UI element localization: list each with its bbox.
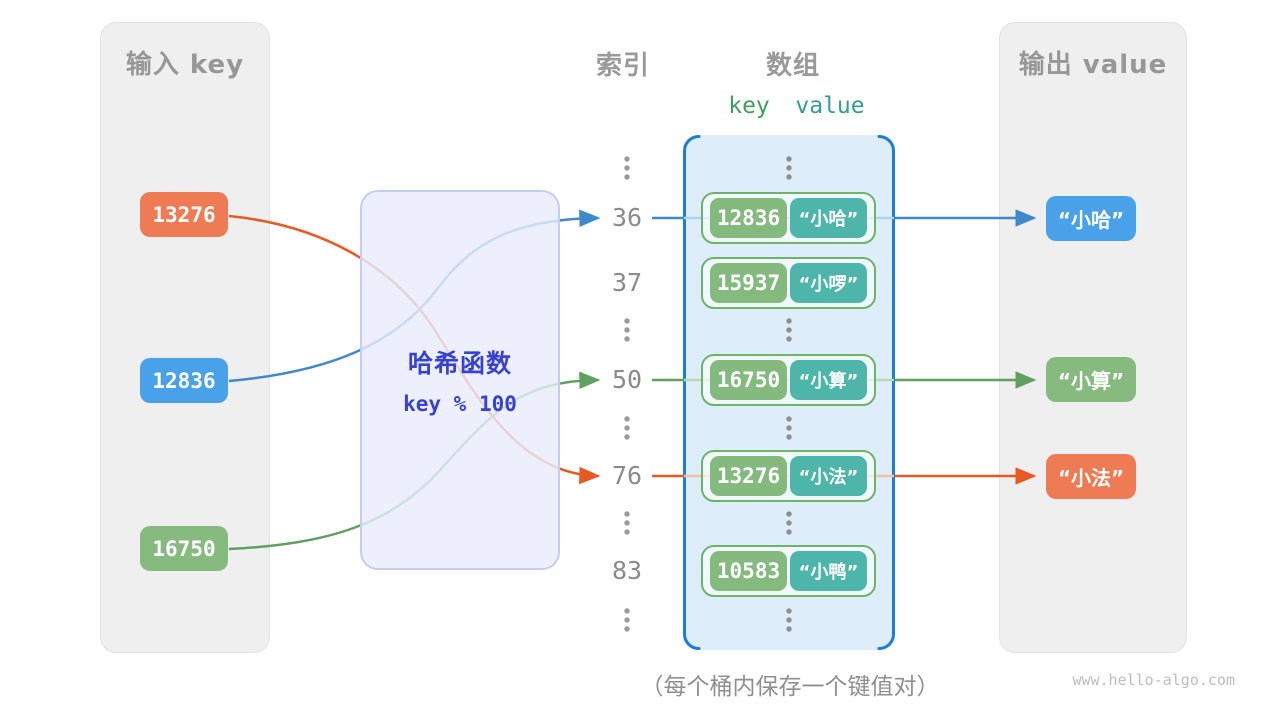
output-panel [999,22,1187,653]
index-label-36: 36 [611,203,643,232]
input-key-13276: 13276 [140,192,228,237]
output-value-xiaosuan: “小算” [1046,357,1136,402]
bucket-key: 16750 [710,360,787,400]
hash-function-box [360,190,560,570]
input-key-12836: 12836 [140,358,228,403]
key-column-header: key [728,93,770,119]
input-key-16750: 16750 [140,526,228,571]
output-value-xiaoha: “小哈” [1046,196,1136,241]
bucket-key: 12836 [710,198,787,238]
bucket-row: 15937 “小啰” [701,257,876,309]
output-value-xiaofa: “小法” [1046,454,1136,499]
bucket-row: 16750 “小算” [701,354,876,406]
index-label-76: 76 [611,461,643,490]
bucket-value: “小法” [790,456,867,496]
bucket-key: 13276 [710,456,787,496]
bucket-value: “小啰” [790,263,867,303]
index-to-array-lines [652,216,684,478]
array-column-title: 数组 [765,51,820,81]
output-panel-title: 输出 value [1018,50,1168,80]
value-column-header: value [795,93,865,119]
bucket-row: 12836 “小哈” [701,192,876,244]
index-label-83: 83 [611,556,643,585]
bucket-key: 15937 [710,263,787,303]
bucket-value: “小鸭” [790,551,867,591]
bucket-value: “小算” [790,360,867,400]
index-label-37: 37 [611,268,643,297]
diagram-caption: （每个桶内保存一个键值对） [640,674,940,700]
hash-function-formula: key % 100 [403,392,517,416]
bucket-row: 13276 “小法” [701,450,876,502]
index-column-title: 索引 [595,51,650,81]
bucket-key: 10583 [710,551,787,591]
hash-function-title: 哈希函数 [407,349,512,378]
watermark: www.hello-algo.com [1072,671,1235,689]
bucket-value: “小哈” [790,198,867,238]
bucket-row: 10583 “小鸭” [701,545,876,597]
input-panel-title: 输入 key [125,50,245,80]
index-label-50: 50 [611,365,643,394]
